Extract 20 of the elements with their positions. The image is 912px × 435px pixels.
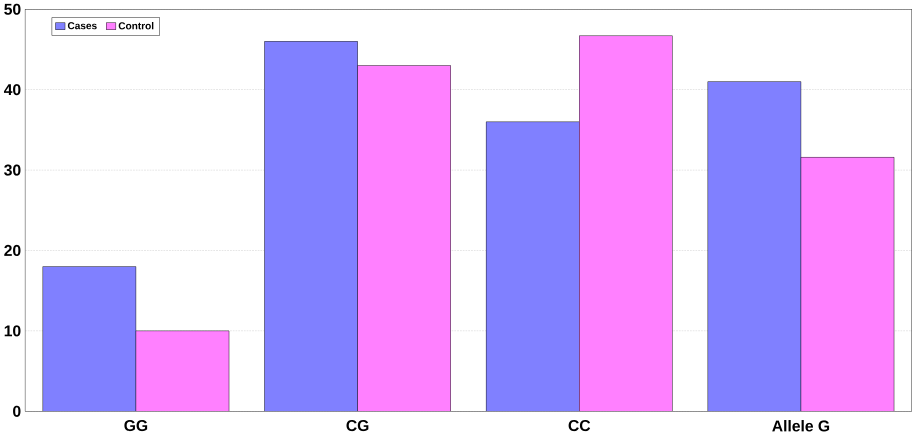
x-tick-label: CC xyxy=(568,420,590,431)
y-tick-label: 0 xyxy=(13,406,20,417)
bar xyxy=(579,36,672,412)
y-tick-label: 30 xyxy=(4,164,20,176)
y-tick-label: 50 xyxy=(4,4,20,15)
bar xyxy=(708,81,802,412)
bar xyxy=(264,41,358,412)
bar xyxy=(136,330,230,412)
bar xyxy=(42,266,136,412)
y-tick-label: 10 xyxy=(4,325,20,336)
legend-label: Control xyxy=(118,22,154,30)
y-tick-label: 40 xyxy=(4,84,20,96)
x-tick-label: GG xyxy=(124,420,148,431)
bar xyxy=(358,65,451,412)
bar xyxy=(800,156,894,412)
legend-label: Cases xyxy=(68,22,97,30)
x-tick-label: CG xyxy=(346,420,368,431)
x-tick-label: Allele G xyxy=(772,420,830,432)
y-tick-label: 20 xyxy=(4,244,20,256)
bar xyxy=(486,122,580,412)
